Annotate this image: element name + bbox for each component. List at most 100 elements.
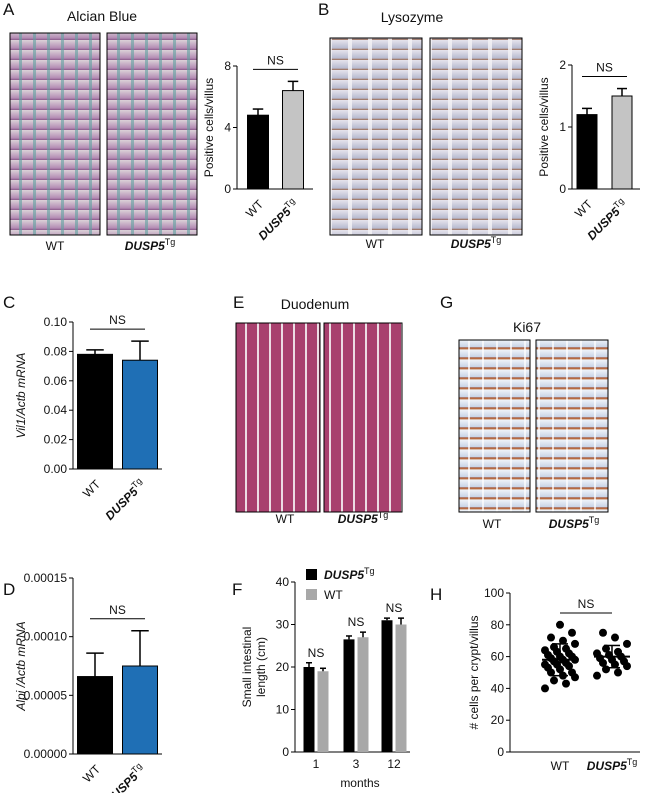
image-label: WT xyxy=(276,512,295,526)
x-tick-label: DUSP5Tg xyxy=(101,761,148,793)
error-bar xyxy=(306,662,312,667)
y-tick-label: 0.02 xyxy=(44,433,68,447)
x-tick-label: WT xyxy=(551,759,570,773)
bar xyxy=(395,624,407,752)
error-bar xyxy=(252,108,264,116)
annotation: NS xyxy=(267,53,284,67)
legend-swatch xyxy=(306,569,317,580)
image-label-superscript: Tg xyxy=(378,510,389,520)
x-tick-label-superscript: Tg xyxy=(627,757,638,767)
error-bar xyxy=(131,630,149,666)
y-tick-label: 1 xyxy=(559,120,566,134)
x-tick-label: WT xyxy=(243,197,267,221)
y-tick-label: 0 xyxy=(559,182,566,196)
panel-letter: A xyxy=(3,0,15,19)
image-label-text: DUSP5 xyxy=(338,512,378,526)
error-bar xyxy=(398,617,404,625)
panel-letter: D xyxy=(3,580,15,599)
data-point xyxy=(550,676,558,685)
x-tick-label-text: WT xyxy=(80,477,104,501)
data-point xyxy=(611,633,619,642)
y-tick-label: 0.00 xyxy=(44,462,68,476)
x-tick-label-text: DUSP5 xyxy=(587,759,627,773)
annotation: NS xyxy=(348,615,365,629)
panel-letter: F xyxy=(232,580,242,599)
image-label: DUSP5Tg xyxy=(549,515,600,531)
error-bar xyxy=(582,107,592,115)
annotation: NS xyxy=(578,597,595,611)
bar xyxy=(282,90,304,190)
y-tick-label: 0.06 xyxy=(44,374,68,388)
bar xyxy=(122,359,158,470)
y-axis-label: length (cm) xyxy=(254,637,268,697)
micrograph xyxy=(235,322,321,513)
y-tick-label: 30 xyxy=(276,618,290,632)
image-title: Alcian Blue xyxy=(67,8,137,24)
legend-text: WT xyxy=(324,588,343,602)
image-label: DUSP5Tg xyxy=(125,237,176,253)
x-tick-label-text: WT xyxy=(80,762,104,786)
error-bar xyxy=(287,80,299,91)
data-point xyxy=(593,671,601,680)
bar xyxy=(381,620,393,752)
data-point xyxy=(547,633,555,642)
image-label-superscript: Tg xyxy=(165,237,176,247)
y-axis-label: Positive cells/villus xyxy=(202,78,216,177)
error-bar xyxy=(360,631,366,638)
image-title: Lysozyme xyxy=(381,9,444,25)
data-point xyxy=(541,646,549,655)
panel-letter: G xyxy=(440,293,453,312)
legend-label: WT xyxy=(324,588,343,602)
bar xyxy=(576,114,598,190)
y-axis-label: Positive cells/villus xyxy=(537,77,551,176)
micrograph xyxy=(329,37,423,236)
panel-letter: H xyxy=(430,585,442,604)
image-label: WT xyxy=(483,517,502,531)
micrograph xyxy=(9,32,101,236)
y-tick-label: 40 xyxy=(276,575,290,589)
image-label-text: WT xyxy=(483,517,502,531)
image-label-text: DUSP5 xyxy=(549,517,589,531)
image-label: WT xyxy=(366,237,385,251)
y-tick-label: 60 xyxy=(491,650,505,664)
y-tick-label: 0.00005 xyxy=(24,688,68,702)
bar xyxy=(611,95,633,190)
image-label-superscript: Tg xyxy=(491,235,502,245)
x-tick-label: WT xyxy=(80,477,104,501)
x-tick-label: 12 xyxy=(387,757,401,771)
x-tick-label: DUSP5Tg xyxy=(587,757,638,773)
y-tick-label: 4 xyxy=(224,121,231,135)
y-axis-label: Vil1/Actb mRNA xyxy=(14,353,28,439)
image-label-text: WT xyxy=(366,237,385,251)
bar xyxy=(357,637,369,752)
annotation: NS xyxy=(596,61,613,75)
error-bar xyxy=(86,652,104,677)
error-bar xyxy=(346,635,352,640)
bar xyxy=(77,676,113,755)
y-tick-label: 0 xyxy=(282,745,289,759)
micrograph xyxy=(458,339,531,513)
bar xyxy=(343,639,355,752)
y-tick-label: 0 xyxy=(497,745,504,759)
y-tick-label: 20 xyxy=(491,713,505,727)
micrographs xyxy=(9,32,609,513)
legend-text: DUSP5 xyxy=(324,568,364,582)
x-tick-label-text: WT xyxy=(243,197,267,221)
x-tick-label-text: WT xyxy=(572,197,596,221)
data-point xyxy=(568,628,576,637)
annotation: NS xyxy=(386,601,403,615)
annotation: NS xyxy=(109,603,126,617)
x-tick-label: 1 xyxy=(313,757,320,771)
error-bar xyxy=(384,617,390,621)
x-axis-label: months xyxy=(340,776,379,790)
legend-superscript: Tg xyxy=(364,566,375,576)
data-point xyxy=(562,644,570,653)
y-axis-label: Small intestinal xyxy=(240,627,254,708)
bar xyxy=(317,671,329,752)
bar xyxy=(122,665,158,755)
data-point xyxy=(556,620,564,629)
x-tick-label-text: WT xyxy=(551,759,570,773)
data-point xyxy=(614,668,622,677)
data-point xyxy=(602,644,610,653)
